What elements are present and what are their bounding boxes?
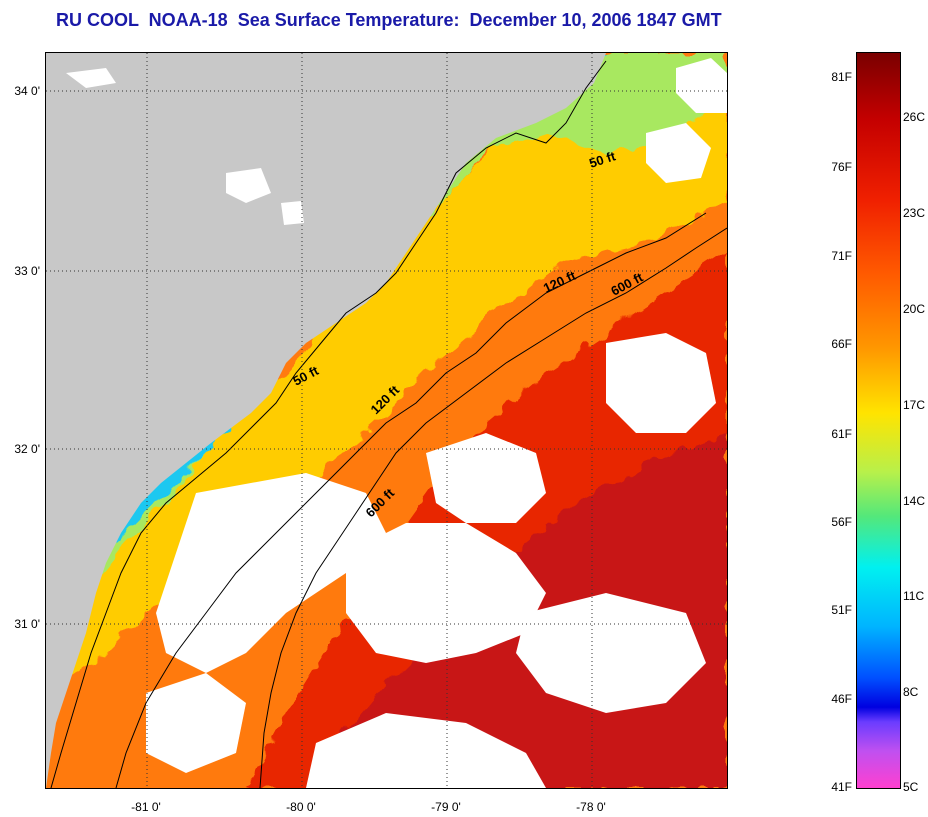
cloud-cover <box>66 58 727 788</box>
colorbar-f-label: 46F <box>831 692 852 706</box>
colorbar-c-label: 5C <box>903 780 919 794</box>
lat-label-33: 33 0' <box>14 264 40 278</box>
cloud-patch <box>426 433 546 523</box>
land-mass <box>46 53 606 788</box>
cloud-patch <box>676 58 727 113</box>
colorbar-f-label: 71F <box>831 249 852 263</box>
cloud-patch <box>66 68 116 88</box>
cloud-patch <box>606 333 716 433</box>
colorbar-c-label: 23C <box>903 206 926 220</box>
graticule <box>46 53 727 788</box>
lat-label-34: 34 0' <box>14 84 40 98</box>
lat-label-31: 31 0' <box>14 617 40 631</box>
colorbar-f-label: 51F <box>831 603 852 617</box>
contour-600ft <box>259 227 727 788</box>
colorbar-f-label: 81F <box>831 70 852 84</box>
contour-50ft <box>50 60 607 788</box>
lon-label-81: -81 0' <box>131 800 161 814</box>
cloud-patch <box>346 523 546 663</box>
sst-map: 50 ft 120 ft 600 ft 50 ft 120 ft 600 ft <box>45 52 728 789</box>
cloud-patch <box>146 673 246 773</box>
cloud-patch <box>516 593 706 713</box>
cloud-patch <box>306 713 546 788</box>
lon-label-80: -80 0' <box>286 800 316 814</box>
lon-label-79: -79 0' <box>431 800 461 814</box>
colorbar-f-label: 76F <box>831 160 852 174</box>
cloud-patch <box>646 123 711 183</box>
colorbar-c-label: 11C <box>903 589 925 603</box>
colorbar-c-label: 14C <box>903 494 926 508</box>
temperature-colorbar <box>856 52 901 789</box>
colorbar-f-label: 66F <box>831 337 852 351</box>
sst-map-svg: 50 ft 120 ft 600 ft 50 ft 120 ft 600 ft <box>46 53 727 788</box>
colorbar-f-label: 61F <box>831 427 852 441</box>
shelf-band <box>46 53 727 633</box>
isobath-contours <box>50 60 727 788</box>
lat-label-32: 32 0' <box>14 442 40 456</box>
cloud-patch <box>226 168 271 203</box>
lon-label-78: -78 0' <box>576 800 606 814</box>
colorbar-f-label: 41F <box>831 780 852 794</box>
colorbar-c-label: 17C <box>903 398 926 412</box>
cloud-patch <box>281 201 304 225</box>
colorbar-c-label: 8C <box>903 685 919 699</box>
colorbar-c-label: 20C <box>903 302 926 316</box>
contour-120ft <box>115 212 707 788</box>
map-title: RU COOL NOAA-18 Sea Surface Temperature:… <box>56 10 722 30</box>
cloud-patch <box>156 473 386 673</box>
colorbar-c-label: 26C <box>903 110 926 124</box>
colorbar-f-label: 56F <box>831 515 852 529</box>
